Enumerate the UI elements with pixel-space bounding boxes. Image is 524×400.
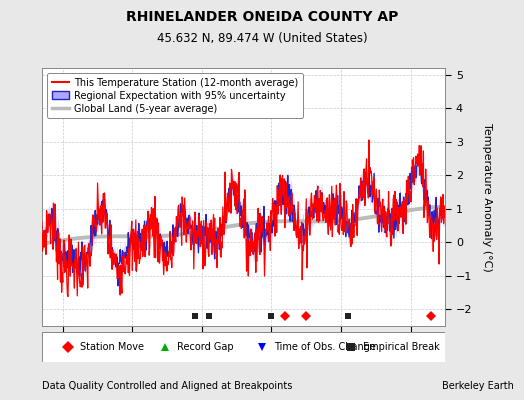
Legend: This Temperature Station (12-month average), Regional Expectation with 95% uncer: This Temperature Station (12-month avera… [47, 73, 303, 118]
Text: RHINELANDER ONEIDA COUNTY AP: RHINELANDER ONEIDA COUNTY AP [126, 10, 398, 24]
Text: Record Gap: Record Gap [177, 342, 234, 352]
Text: Time of Obs. Change: Time of Obs. Change [274, 342, 376, 352]
Text: Berkeley Earth: Berkeley Earth [442, 381, 514, 391]
Text: Data Quality Controlled and Aligned at Breakpoints: Data Quality Controlled and Aligned at B… [42, 381, 292, 391]
Text: Empirical Break: Empirical Break [363, 342, 440, 352]
Text: 45.632 N, 89.474 W (United States): 45.632 N, 89.474 W (United States) [157, 32, 367, 45]
Text: Station Move: Station Move [80, 342, 144, 352]
Y-axis label: Temperature Anomaly (°C): Temperature Anomaly (°C) [482, 123, 492, 271]
